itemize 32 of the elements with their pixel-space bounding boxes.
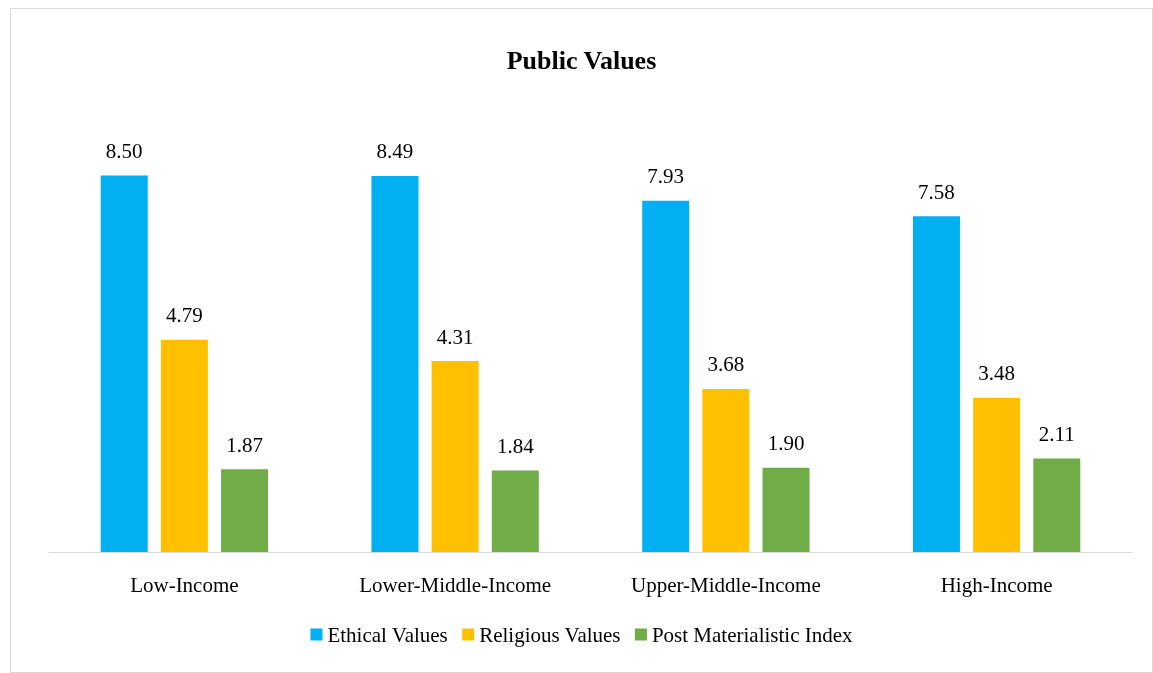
x-tick-label: Lower-Middle-Income bbox=[359, 572, 552, 597]
x-tick-label: High-Income bbox=[940, 572, 1053, 597]
bar bbox=[973, 397, 1021, 552]
data-label: 4.79 bbox=[166, 303, 203, 328]
bar bbox=[431, 361, 479, 552]
data-label: 8.49 bbox=[376, 139, 414, 164]
data-label: 3.48 bbox=[978, 361, 1015, 386]
data-label: 1.90 bbox=[767, 431, 805, 456]
legend-label: Religious Values bbox=[479, 622, 621, 647]
data-label: 1.87 bbox=[226, 432, 263, 457]
bar bbox=[912, 216, 960, 552]
data-label: 3.68 bbox=[707, 352, 745, 377]
bar bbox=[100, 175, 148, 552]
chart-title: Public Values bbox=[506, 45, 657, 75]
legend-label: Ethical Values bbox=[327, 622, 448, 647]
data-label: 8.50 bbox=[105, 138, 143, 163]
bar bbox=[221, 469, 269, 552]
bar bbox=[642, 200, 690, 552]
data-label: 1.84 bbox=[496, 433, 535, 458]
bar bbox=[762, 467, 810, 552]
data-label: 4.31 bbox=[436, 324, 474, 349]
x-tick-label: Upper-Middle-Income bbox=[631, 572, 821, 597]
data-label: 7.93 bbox=[647, 164, 685, 189]
bar bbox=[160, 339, 208, 552]
legend-label: Post Materialistic Index bbox=[651, 622, 854, 647]
bar bbox=[491, 470, 539, 552]
data-label: 2.11 bbox=[1038, 422, 1075, 447]
bar bbox=[702, 388, 750, 552]
data-label: 7.58 bbox=[918, 179, 955, 204]
bar bbox=[371, 175, 419, 552]
x-tick-label: Low-Income bbox=[130, 572, 239, 597]
bar bbox=[1033, 458, 1081, 552]
